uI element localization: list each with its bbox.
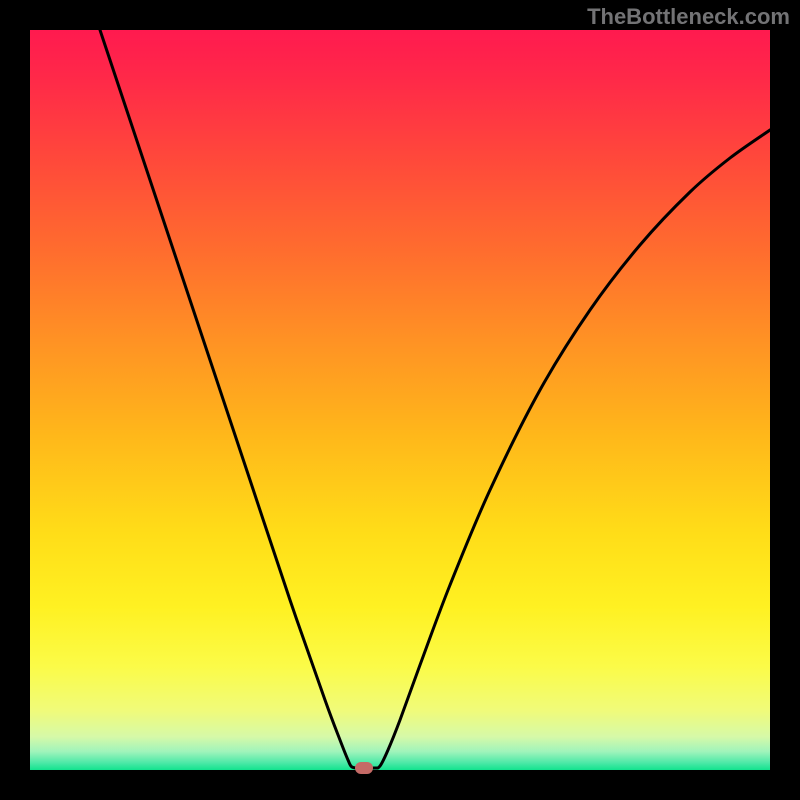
bottleneck-curve	[30, 30, 770, 770]
chart-container: TheBottleneck.com	[0, 0, 800, 800]
optimal-point-dot	[355, 762, 373, 774]
watermark-text: TheBottleneck.com	[587, 4, 790, 30]
plot-area	[30, 30, 770, 770]
